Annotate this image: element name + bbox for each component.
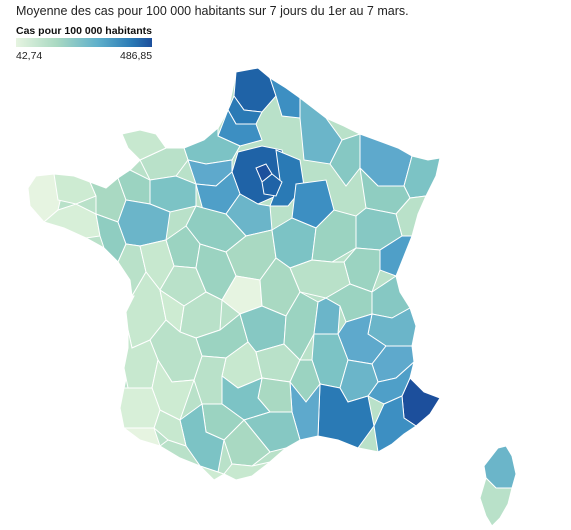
map-subtitle: Moyenne des cas pour 100 000 habitants s… [16,4,409,18]
legend-min-value: 42,74 [16,50,43,62]
dept-alpes-maritimes [401,377,441,427]
dept-manche [121,129,167,161]
dept-val-de-marne [261,173,283,197]
dept-landes [119,387,161,429]
dept-var [373,395,417,453]
corsica [479,445,517,527]
legend-title: Cas pour 100 000 habitants [16,25,152,37]
dept-corse-du-sud [479,477,513,527]
legend-color-scale [16,38,152,47]
dept-bouches-du-rhone [317,383,375,449]
legend-max-value: 486,85 [120,50,153,62]
dept-rhone [313,297,341,335]
dept-meuse [329,133,361,187]
dept-alpes-de-haute-provence [367,360,415,405]
dept-saone-et-loire [289,259,351,299]
dept-ariege [199,465,226,481]
department-regions [27,67,441,481]
dept-pyrenees-atlantiques [122,427,161,447]
dept-hautes-pyrenees [159,439,202,468]
